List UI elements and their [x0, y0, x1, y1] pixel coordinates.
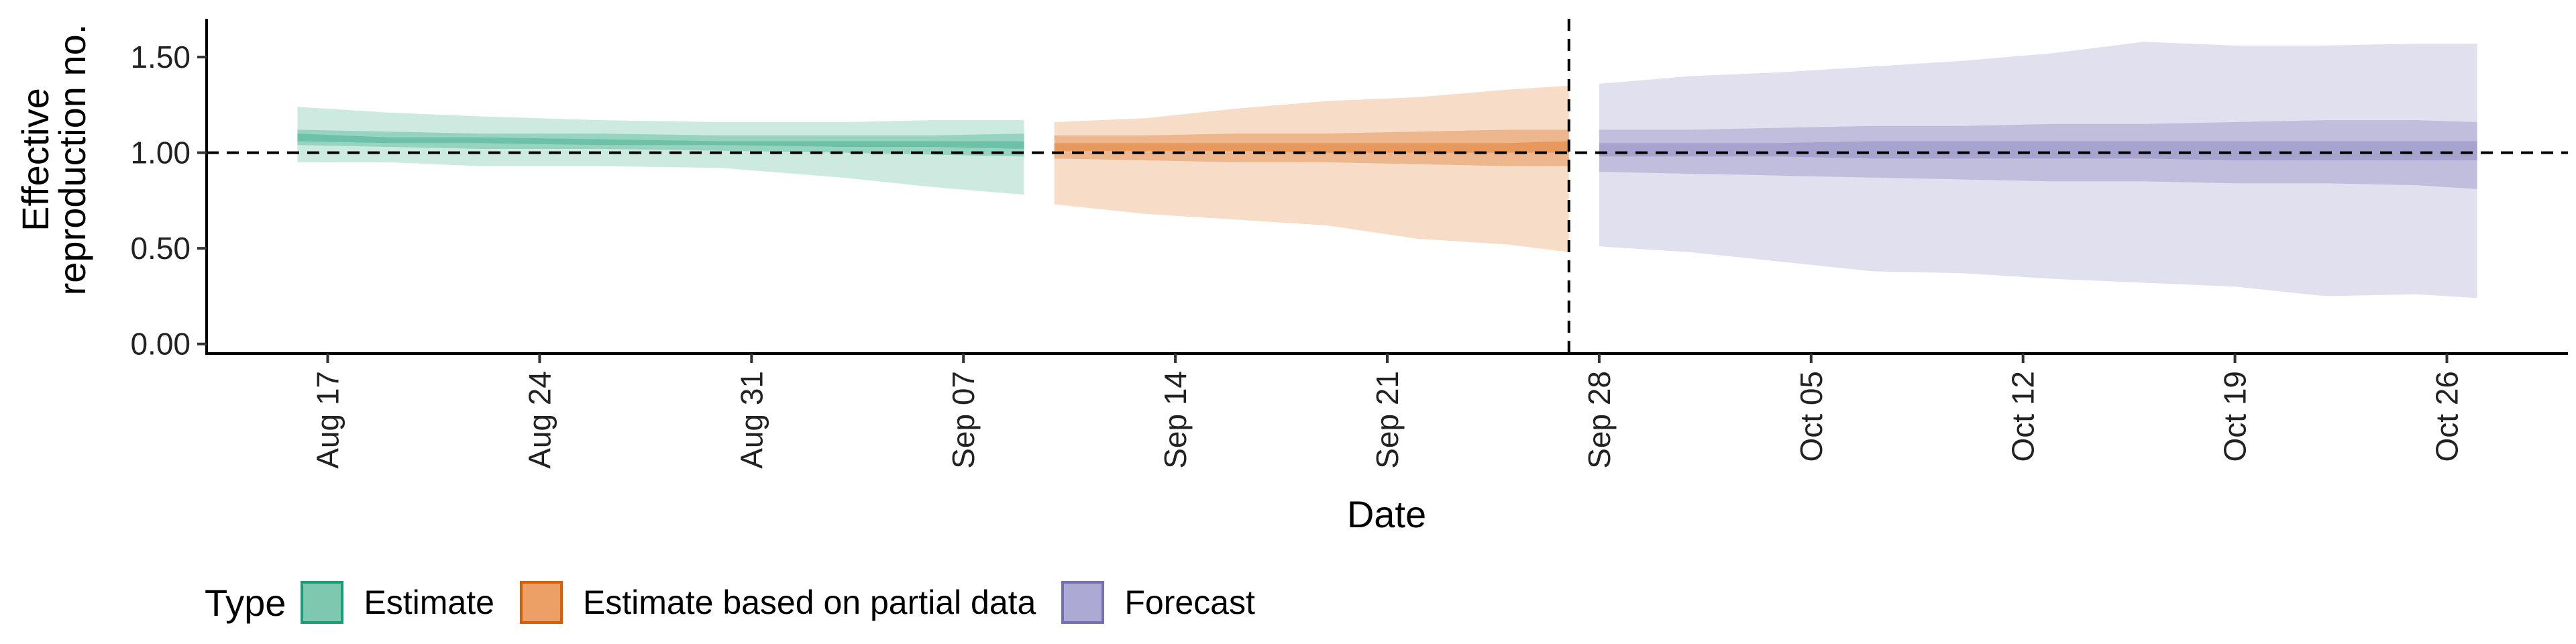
band-partial-ci20	[1054, 141, 1569, 153]
rt-chart: 0.00 0.50 1.00 1.50 Aug 17 Aug 24 Aug 31 Sep 0…	[14, 19, 2568, 535]
y-tick-label: 1.50	[130, 40, 191, 74]
band-estimate-ci20	[297, 133, 1024, 149]
legend: Type Estimate Estimate based on partial …	[205, 576, 1281, 629]
x-tick-label: Oct 12	[2006, 371, 2041, 462]
band-forecast-ci20	[1599, 141, 2477, 160]
band-partial-ci50	[1054, 129, 1569, 166]
y-tick-label: 1.00	[130, 136, 191, 170]
legend-item-estimate: Estimate	[301, 581, 494, 624]
x-tick-label: Aug 24	[522, 371, 557, 469]
band-estimate-ci50	[297, 129, 1024, 157]
x-tick-label: Oct 26	[2429, 371, 2464, 462]
band-forecast-ci50	[1599, 120, 2477, 189]
band-forecast-ci90	[1599, 42, 2477, 299]
y-axis-title-line2: reproduction no.	[51, 24, 93, 296]
x-axis-title: Date	[1347, 493, 1426, 535]
legend-item-partial: Estimate based on partial data	[519, 581, 1036, 624]
x-tick-label: Oct 19	[2218, 371, 2253, 462]
legend-label-forecast: Forecast	[1124, 584, 1255, 621]
legend-label-partial: Estimate based on partial data	[582, 584, 1036, 621]
legend-title: Type	[205, 581, 286, 624]
x-tick-label: Aug 17	[311, 371, 345, 469]
x-tick-label: Aug 31	[734, 371, 769, 469]
x-tick-label: Oct 05	[1794, 371, 1829, 462]
legend-swatch-forecast	[1061, 581, 1105, 624]
y-tick-label: 0.50	[130, 231, 191, 266]
y-axis-title-line1: Effective	[14, 88, 56, 231]
x-axis-ticks: Aug 17 Aug 24 Aug 31 Sep 07 Sep 14 Sep 21 Sep …	[311, 354, 2464, 469]
band-estimate-ci90	[297, 107, 1024, 195]
x-tick-label: Sep 21	[1370, 371, 1405, 469]
x-tick-label: Sep 28	[1582, 371, 1617, 469]
legend-item-forecast: Forecast	[1061, 581, 1255, 624]
y-axis-ticks: 0.00 0.50 1.00 1.50	[130, 40, 207, 362]
credible-interval-bands	[297, 42, 2477, 299]
legend-label-estimate: Estimate	[364, 584, 494, 621]
band-partial-ci90	[1054, 85, 1569, 252]
x-tick-label: Sep 07	[946, 371, 981, 469]
x-tick-label: Sep 14	[1158, 371, 1193, 469]
legend-swatch-partial	[519, 581, 563, 624]
y-tick-label: 0.00	[130, 327, 191, 362]
legend-swatch-estimate	[301, 581, 344, 624]
